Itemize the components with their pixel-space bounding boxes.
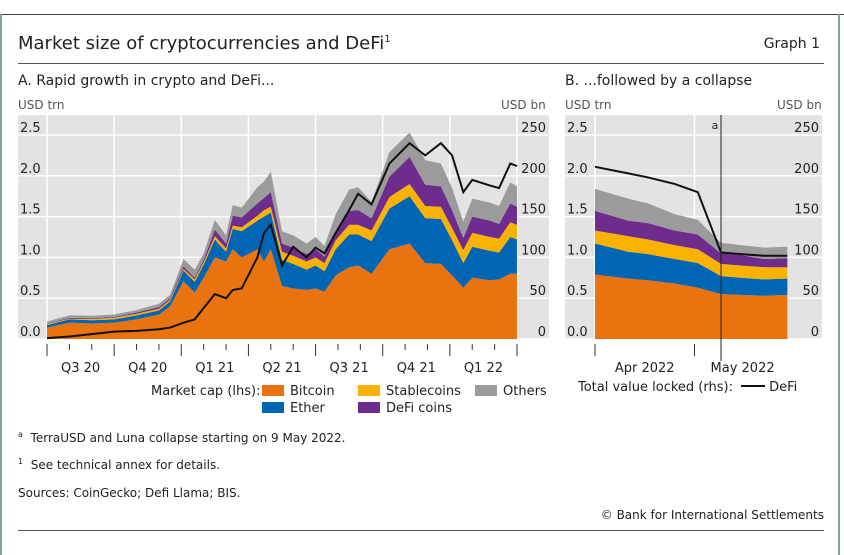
y-tick-right: 100: [794, 243, 819, 258]
panel-a-left-unit: USD trn: [18, 98, 65, 112]
area-ether: [595, 243, 788, 296]
legend-others: Others: [475, 384, 547, 399]
y-tick-left: 0.5: [20, 284, 41, 299]
x-tick-label: May 2022: [711, 361, 775, 376]
graph-number: Graph 1: [763, 36, 820, 52]
legend-market-cap-label: Market cap (lhs):: [151, 384, 261, 399]
legend-label: DeFi coins: [386, 401, 453, 416]
panel-a-title: A. Rapid growth in crypto and DeFi...: [18, 73, 275, 89]
bitcoin-swatch: [262, 385, 284, 396]
copyright: © Bank for International Settlements: [600, 508, 824, 522]
frame-left-border: [0, 14, 2, 555]
x-tick-label: Q4 20: [128, 361, 167, 376]
footnote-text: TerraUSD and Luna collapse starting on 9…: [30, 431, 346, 445]
legend-label: Others: [503, 384, 547, 399]
area-stablecoins: [595, 230, 788, 280]
y-tick-left: 0.0: [567, 325, 588, 340]
y-tick-right: 200: [521, 162, 546, 177]
ether-swatch: [262, 402, 284, 413]
panel-b-left-unit: USD trn: [565, 98, 612, 112]
x-tick-label: Q4 21: [397, 361, 436, 376]
others-swatch: [475, 385, 497, 396]
area-bitcoin: [595, 274, 788, 339]
x-tick-label: Q1 22: [464, 361, 503, 376]
line-defi-tvl: [46, 141, 518, 340]
y-tick-right: 250: [794, 121, 819, 136]
chart-title: Market size of cryptocurrencies and DeFi…: [18, 33, 391, 54]
footnote-1: 1 See technical annex for details.: [18, 457, 220, 472]
bottom-rule: [18, 530, 824, 531]
panel-b-title: B. ...followed by a collapse: [565, 73, 753, 89]
y-tick-left: 0.0: [20, 325, 41, 340]
y-tick-left: 1.5: [20, 203, 41, 218]
y-tick-right: 150: [794, 203, 819, 218]
area-stablecoins: [47, 183, 517, 326]
y-tick-right: 200: [794, 162, 819, 177]
annotation-label: a: [712, 119, 719, 132]
area-bitcoin: [47, 243, 517, 339]
legend-defi-label: DeFi: [769, 380, 798, 395]
footnote-mark: 1: [18, 457, 24, 466]
legend-bitcoin: Bitcoin: [262, 384, 335, 399]
x-tick-label: Apr 2022: [615, 361, 675, 376]
panel-b-right-unit: USD bn: [777, 98, 822, 112]
y-tick-right: 250: [521, 121, 546, 136]
legend-stablecoins: Stablecoins: [358, 384, 461, 399]
y-tick-left: 1.0: [20, 243, 41, 258]
area-defi-coins: [595, 210, 788, 268]
y-tick-right: 0: [811, 325, 819, 340]
defi-coins-swatch: [358, 402, 380, 413]
frame-right-border: [838, 14, 840, 555]
panel-a-chart: 0.0 0 0.5 50 1.0 100 1.5 150 2.0 200 2.5 250 Q3 20 Q4…: [18, 115, 549, 376]
area-others: [595, 188, 788, 260]
legend-label: Stablecoins: [386, 384, 461, 399]
y-tick-left: 2.0: [567, 162, 588, 177]
y-tick-right: 50: [529, 284, 546, 299]
line-defi-tvl: [594, 165, 788, 257]
x-tick-label: Q3 21: [330, 361, 369, 376]
title-rule: [18, 63, 824, 64]
legend-label: Bitcoin: [290, 384, 335, 399]
y-tick-right: 100: [521, 243, 546, 258]
x-tick-label: Q3 20: [61, 361, 100, 376]
title-footnote-mark: 1: [384, 34, 391, 45]
legend-ether: Ether: [262, 401, 325, 416]
y-tick-right: 150: [521, 203, 546, 218]
panel-b-chart: 0.0 0 0.5 50 1.0 100 1.5 150 2.0 200 2.5 250 Apr 202…: [565, 115, 822, 376]
y-tick-left: 1.0: [567, 243, 588, 258]
y-tick-left: 2.0: [20, 162, 41, 177]
x-tick-label: Q2 21: [262, 361, 301, 376]
frame-top-rule: [0, 14, 844, 15]
footnote-a: a TerraUSD and Luna collapse starting on…: [18, 430, 345, 445]
y-tick-left: 0.5: [567, 284, 588, 299]
y-tick-right: 0: [538, 325, 546, 340]
panel-a-right-unit: USD bn: [501, 98, 546, 112]
y-tick-left: 2.5: [567, 121, 588, 136]
legend-tvl-label: Total value locked (rhs):: [578, 380, 733, 395]
y-tick-right: 50: [802, 284, 819, 299]
sources: Sources: CoinGecko; Defi Llama; BIS.: [18, 486, 241, 500]
footnote-text: See technical annex for details.: [30, 458, 221, 472]
footnote-mark: a: [18, 430, 23, 439]
title-text: Market size of cryptocurrencies and DeFi: [18, 33, 385, 54]
y-tick-left: 2.5: [20, 121, 41, 136]
defi-line-swatch: [741, 385, 766, 387]
legend-label: Ether: [290, 401, 325, 416]
stablecoins-swatch: [358, 385, 380, 396]
y-tick-left: 1.5: [567, 203, 588, 218]
legend-tvl: Total value locked (rhs): DeFi: [578, 380, 797, 395]
x-tick-label: Q1 21: [195, 361, 234, 376]
legend-defi-coins: DeFi coins: [358, 401, 452, 416]
